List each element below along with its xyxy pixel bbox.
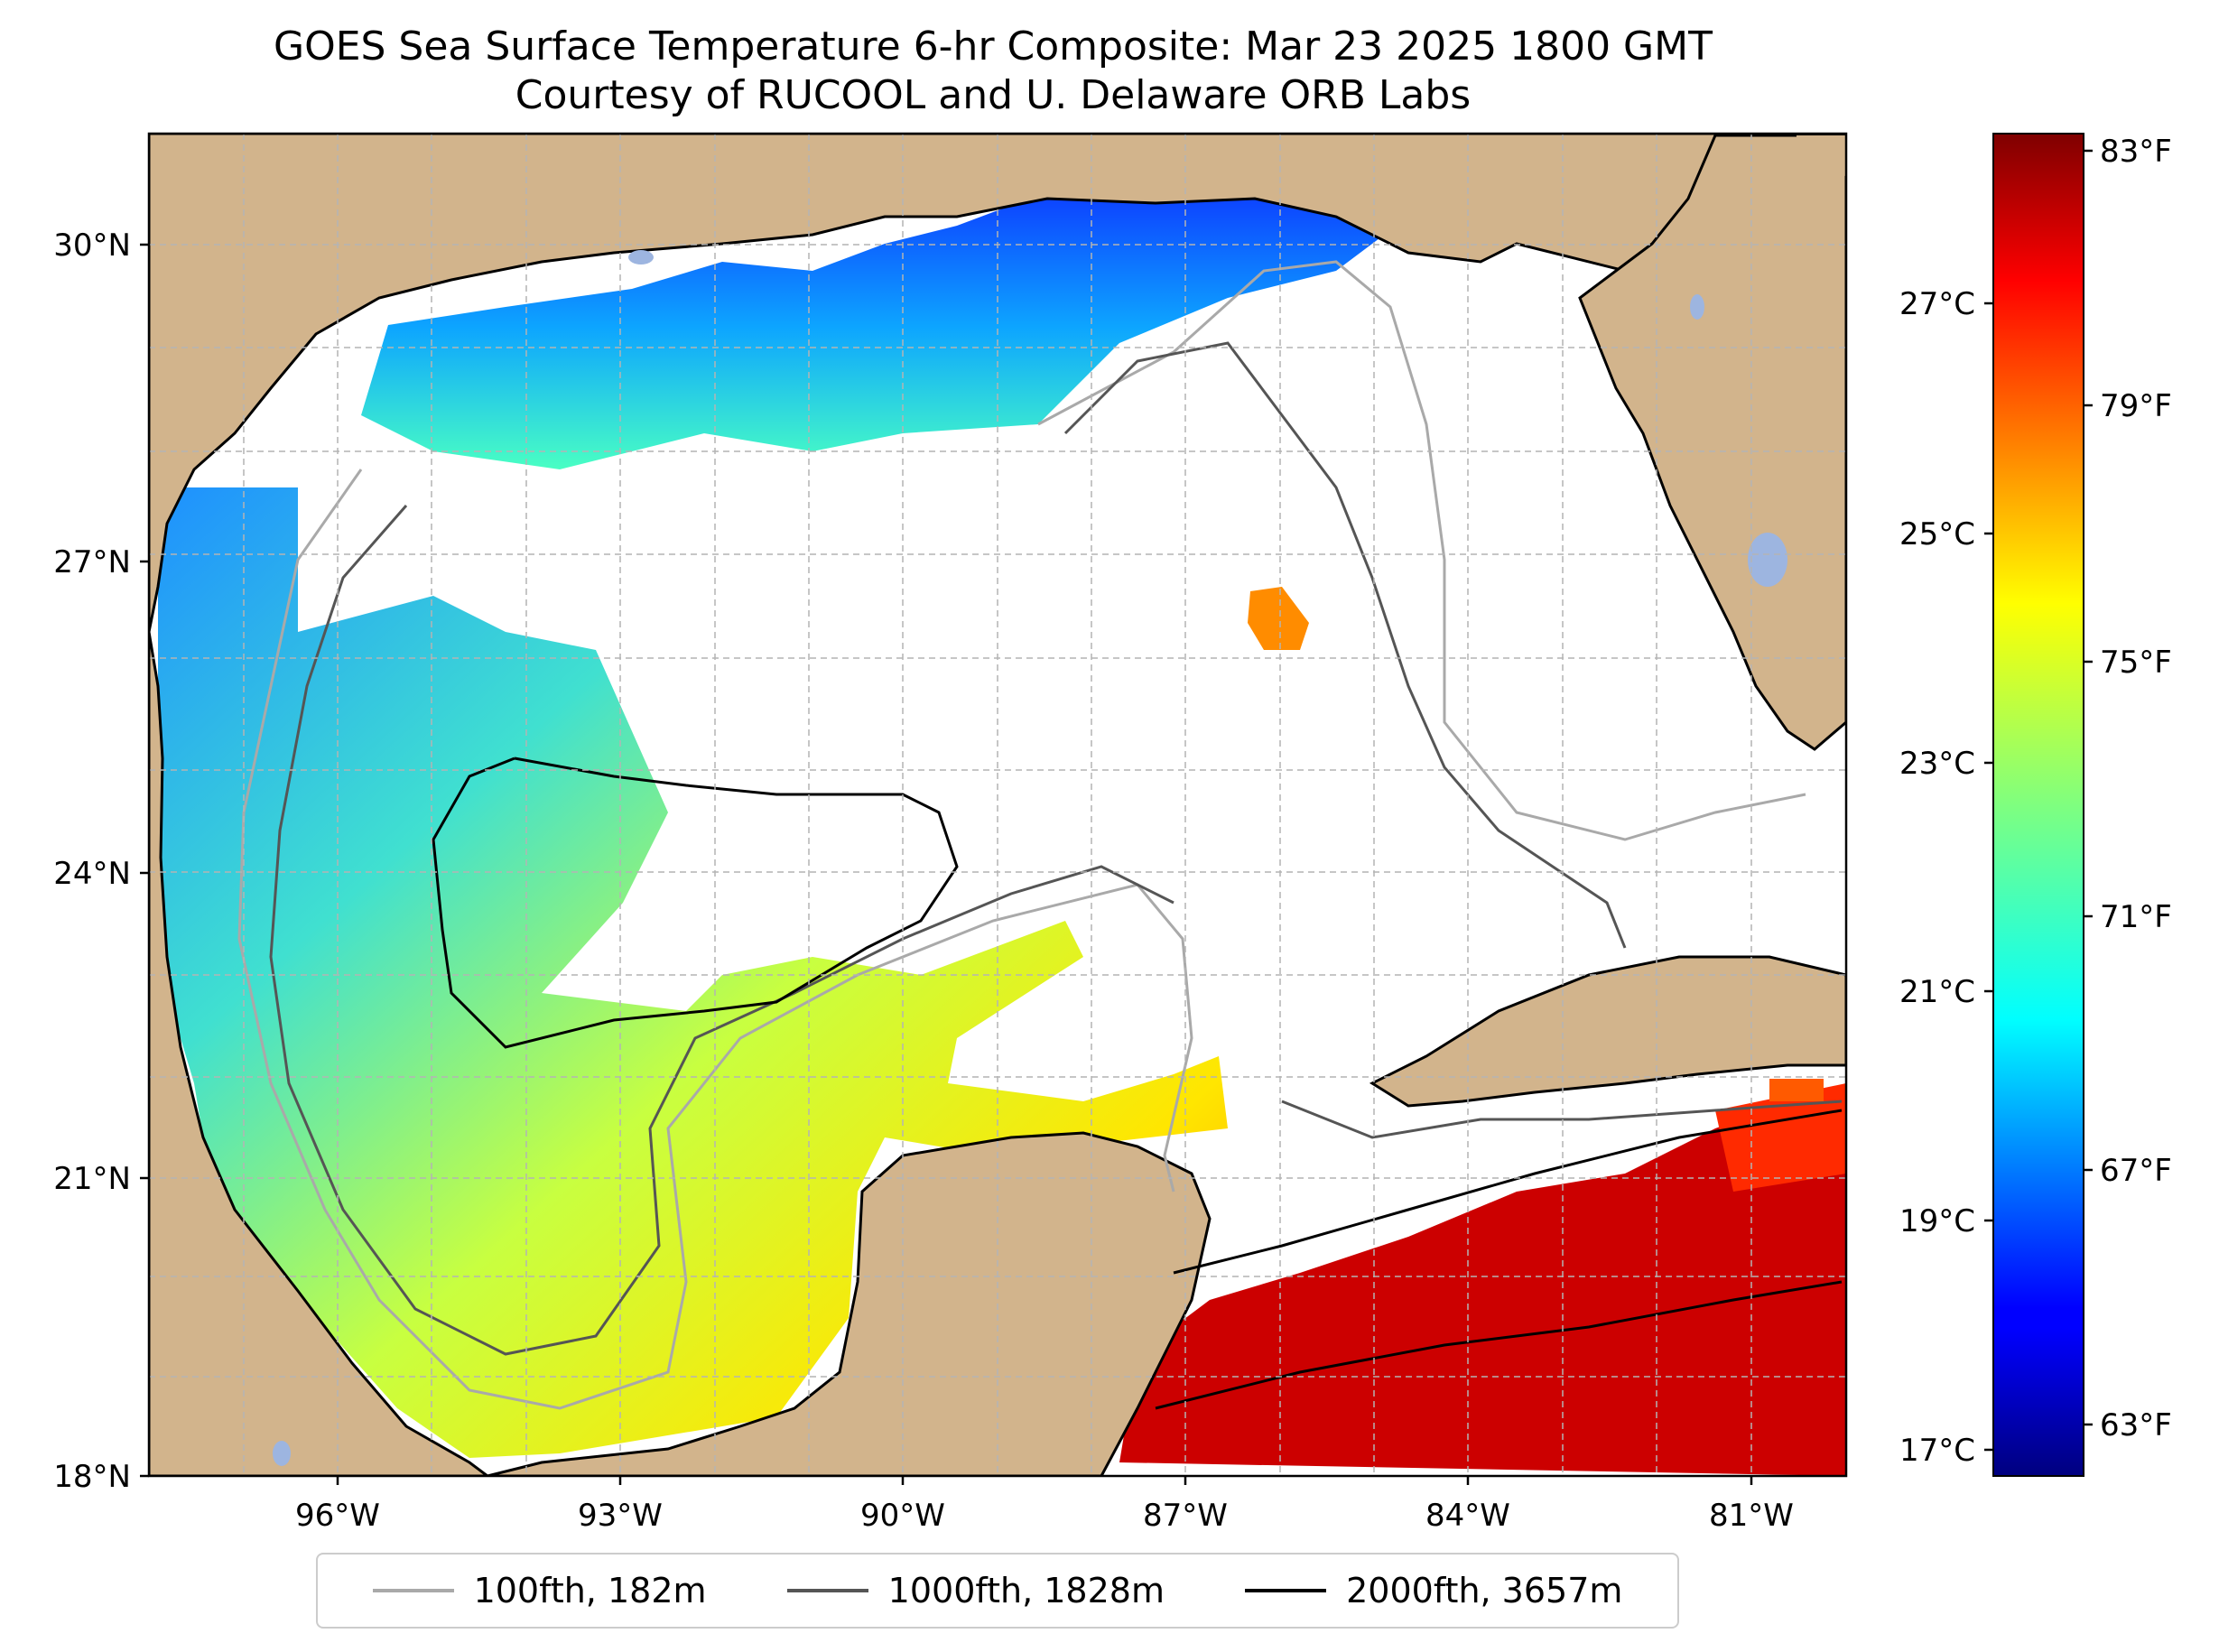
map-frame [147, 132, 1848, 1478]
contour-100fth [237, 260, 1806, 1410]
lat-label: 30°N [53, 227, 131, 264]
map-title: GOES Sea Surface Temperature 6-hr Compos… [273, 23, 1713, 70]
lat-label: 18°N [53, 1459, 131, 1495]
legend-item-100fth: 100fth, 182m [372, 1571, 707, 1610]
colorbar-fahrenheit-label: 79°F [2100, 388, 2172, 424]
colorbar-fahrenheit-label: 67°F [2100, 1153, 2172, 1189]
sst-caribbean-east [1715, 1083, 1846, 1192]
colorbar-fahrenheit-label: 75°F [2100, 645, 2172, 681]
sst-western-gulf [158, 487, 1228, 1458]
colorbar [1992, 133, 2084, 1477]
lake-okeechobee [1748, 533, 1787, 587]
legend-item-1000fth: 1000fth, 1828m [786, 1571, 1165, 1610]
lat-ticks [140, 243, 149, 1478]
legend-label: 2000fth, 3657m [1346, 1571, 1623, 1610]
lat-label: 21°N [53, 1161, 131, 1197]
land-cuba [1369, 955, 1846, 1108]
sst-warm-eddy [1248, 587, 1309, 650]
lake [1690, 294, 1704, 320]
lon-ticks [336, 1476, 1753, 1485]
lon-label: 87°W [1143, 1498, 1228, 1534]
colorbar-fahrenheit-label: 63°F [2100, 1407, 2172, 1443]
map-gridlines [149, 134, 1846, 1476]
legend-line-swatch [1245, 1589, 1327, 1592]
lake [273, 1441, 291, 1466]
contour-legend: 100fth, 182m 1000fth, 1828m 2000fth, 365… [316, 1553, 1679, 1629]
sst-bahamas-patch [1769, 1079, 1824, 1101]
lat-label: 24°N [53, 856, 131, 892]
lat-label: 27°N [53, 544, 131, 580]
land-mexico [149, 631, 490, 1476]
land-florida [1578, 134, 1846, 751]
legend-label: 1000fth, 1828m [887, 1571, 1165, 1610]
map-subtitle: Courtesy of RUCOOL and U. Delaware ORB L… [515, 72, 1472, 118]
colorbar-celsius-label: 19°C [1899, 1203, 1975, 1239]
colorbar-fahrenheit-label: 83°F [2100, 134, 2172, 170]
legend-line-swatch [372, 1589, 454, 1592]
lake [628, 250, 654, 265]
colorbar-celsius-label: 17°C [1899, 1433, 1975, 1469]
legend-item-2000fth: 2000fth, 3657m [1245, 1571, 1622, 1610]
lon-label: 90°W [860, 1498, 945, 1534]
lon-label: 81°W [1709, 1498, 1794, 1534]
colorbar-celsius-label: 21°C [1899, 974, 1975, 1010]
colorbar-ticks [1984, 149, 2093, 1452]
colorbar-celsius-label: 25°C [1899, 516, 1975, 552]
land-yucatan [487, 1131, 1212, 1476]
colorbar-celsius-label: 27°C [1899, 286, 1975, 322]
colorbar-celsius-label: 23°C [1899, 746, 1975, 782]
legend-line-swatch [786, 1589, 868, 1592]
land-atlantic-coast [1797, 135, 1846, 176]
lon-label: 96°W [295, 1498, 380, 1534]
colorbar-fahrenheit-label: 71°F [2100, 899, 2172, 935]
sst-northern-gulf [361, 185, 1408, 469]
lon-label: 93°W [578, 1498, 663, 1534]
lon-label: 84°W [1425, 1498, 1510, 1534]
legend-label: 100fth, 182m [473, 1571, 707, 1610]
sst-caribbean [1119, 1083, 1846, 1476]
